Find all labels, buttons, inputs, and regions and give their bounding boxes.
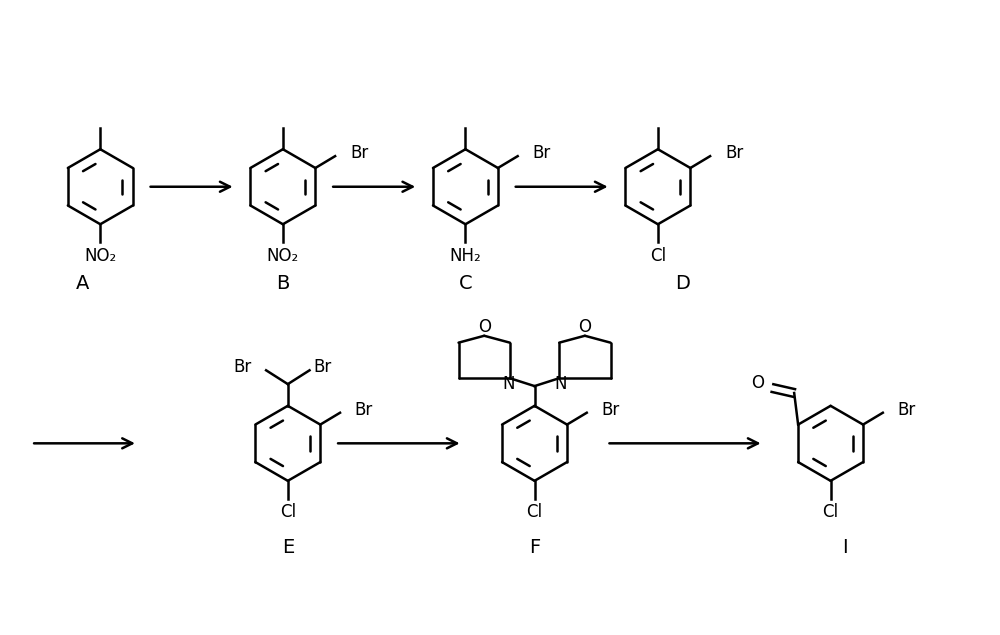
Text: Cl: Cl [823,504,839,521]
Text: Br: Br [898,401,916,418]
Text: E: E [282,538,294,558]
Text: NO₂: NO₂ [267,247,299,265]
Text: Br: Br [233,358,251,377]
Text: NO₂: NO₂ [84,247,116,265]
Text: B: B [276,274,290,293]
Text: A: A [76,274,89,293]
Text: I: I [843,538,848,558]
Text: Br: Br [355,401,373,418]
Text: Cl: Cl [526,504,543,521]
Text: O: O [478,318,491,336]
Text: O: O [578,318,591,336]
Text: Br: Br [313,358,332,377]
Text: D: D [675,274,690,293]
Text: F: F [529,538,540,558]
Text: C: C [459,274,472,293]
Text: Br: Br [602,401,620,418]
Text: Br: Br [725,144,743,162]
Text: N: N [554,375,566,393]
Text: Br: Br [532,144,551,162]
Text: O: O [751,374,764,392]
Text: N: N [503,375,515,393]
Text: Cl: Cl [650,247,666,265]
Text: NH₂: NH₂ [450,247,481,265]
Text: Cl: Cl [280,504,296,521]
Text: Br: Br [350,144,368,162]
